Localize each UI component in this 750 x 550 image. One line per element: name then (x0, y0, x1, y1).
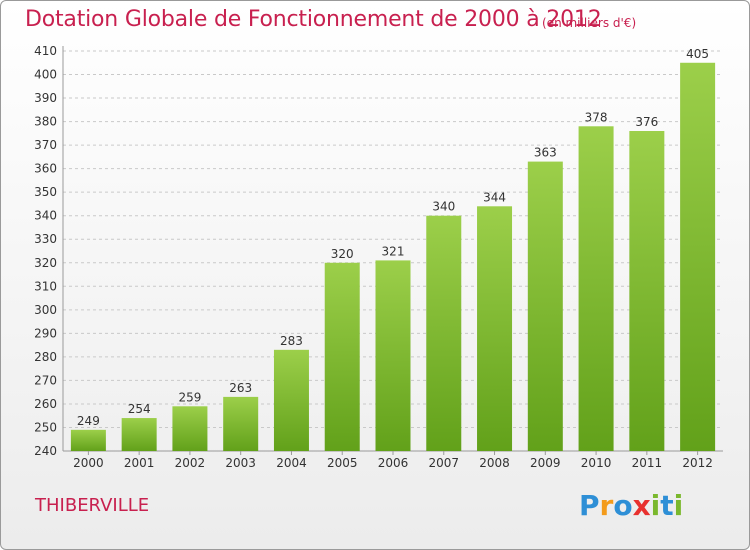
value-label: 321 (382, 244, 405, 258)
y-tick-label: 290 (34, 326, 57, 340)
value-label: 340 (432, 200, 455, 214)
value-label: 376 (635, 115, 658, 129)
value-label: 283 (280, 334, 303, 348)
y-tick-label: 330 (34, 232, 57, 246)
logo-letter: i (650, 489, 661, 522)
y-tick-label: 260 (34, 397, 57, 411)
logo-letter: r (599, 489, 614, 522)
y-tick-label: 310 (34, 279, 57, 293)
y-tick-label: 270 (34, 373, 57, 387)
bar (629, 131, 665, 451)
x-tick-label: 2004 (276, 456, 307, 470)
x-tick-label: 2009 (530, 456, 561, 470)
bar (578, 126, 614, 451)
bar (70, 429, 106, 451)
chart-title: Dotation Globale de Fonctionnement de 20… (25, 7, 602, 32)
chart-subtitle: (en milliers d'€) (542, 16, 637, 30)
x-tick-label: 2011 (632, 456, 663, 470)
y-tick-label: 390 (34, 91, 57, 105)
value-labels: 249 254 259 263 283 320 321 340 344 363 378 376 405 (77, 47, 709, 428)
axes: 240 250 260 270 280 290 300 310 320 330 340 350 360 3… (34, 44, 723, 470)
value-label: 320 (331, 247, 354, 261)
bar (527, 161, 563, 451)
commune-name: THIBERVILLE (35, 495, 150, 516)
bar (426, 215, 462, 451)
value-label: 259 (178, 390, 201, 404)
y-tick-label: 370 (34, 138, 57, 152)
value-label: 363 (534, 146, 557, 160)
y-tick-label: 300 (34, 303, 57, 317)
bar (172, 406, 208, 451)
bar (375, 260, 411, 451)
x-tick-label: 2000 (73, 456, 104, 470)
bar (223, 396, 259, 451)
bars (70, 62, 716, 451)
value-label: 378 (585, 110, 608, 124)
proxiti-logo: Proxiti (579, 489, 683, 522)
value-label: 249 (77, 414, 100, 428)
y-tick-label: 280 (34, 350, 57, 364)
y-tick-label: 350 (34, 185, 57, 199)
bar (680, 62, 716, 451)
y-tick-label: 320 (34, 256, 57, 270)
y-tick-label: 360 (34, 162, 57, 176)
y-tick-label: 410 (34, 44, 57, 58)
x-tick-label: 2001 (124, 456, 155, 470)
bar (477, 206, 513, 451)
x-tick-label: 2007 (428, 456, 459, 470)
logo-letter: t (660, 489, 674, 522)
value-label: 344 (483, 190, 506, 204)
logo-letter: i (673, 489, 684, 522)
x-tick-label: 2008 (479, 456, 510, 470)
logo-letter: x (632, 489, 651, 522)
bar (324, 262, 360, 451)
logo-letter: o (613, 489, 633, 522)
x-tick-label: 2003 (225, 456, 256, 470)
x-tick-label: 2005 (327, 456, 358, 470)
y-tick-label: 240 (34, 444, 57, 458)
value-label: 263 (229, 381, 252, 395)
x-tick-label: 2010 (581, 456, 612, 470)
y-tick-label: 400 (34, 68, 57, 82)
bar (121, 418, 157, 451)
y-tick-label: 380 (34, 115, 57, 129)
x-tick-label: 2006 (378, 456, 409, 470)
x-tick-label: 2012 (682, 456, 713, 470)
logo-letter: P (579, 489, 600, 522)
y-tick-label: 250 (34, 420, 57, 434)
value-label: 254 (128, 402, 151, 416)
x-tick-label: 2002 (175, 456, 206, 470)
value-label: 405 (686, 47, 709, 61)
bar (273, 349, 309, 451)
y-tick-label: 340 (34, 209, 57, 223)
